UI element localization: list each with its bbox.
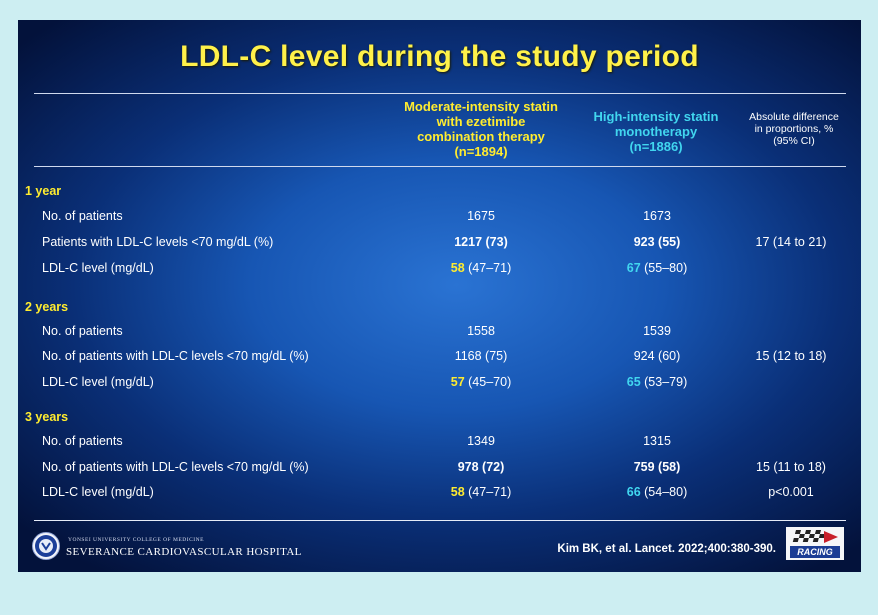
row-label: No. of patients	[42, 434, 123, 448]
header-bottom-rule	[34, 166, 846, 167]
column-header-line: (95% CI)	[773, 135, 815, 147]
cell-high: 924 (60)	[633, 349, 681, 363]
ldl-iqr: (47–71)	[464, 485, 512, 499]
cell-high: 923 (55)	[633, 235, 681, 249]
ldl-iqr: (54–80)	[640, 485, 688, 499]
row-label: LDL-C level (mg/dL)	[42, 485, 154, 499]
ldl-median: 66	[626, 485, 641, 499]
section-label: 2 years	[25, 300, 69, 314]
hospital-name: SEVERANCE CARDIOVASCULAR HOSPITAL	[66, 546, 302, 558]
cell-high: 67 (55–80)	[592, 261, 722, 275]
ldl-iqr: (55–80)	[640, 261, 688, 275]
column-header-absdiff: Absolute difference in proportions, % (9…	[734, 111, 854, 147]
row-label: LDL-C level (mg/dL)	[42, 375, 154, 389]
row-label: No. of patients with LDL-C levels <70 mg…	[42, 349, 309, 363]
cell-high: 1539	[643, 324, 671, 338]
university-name: YONSEI UNIVERSITY COLLEGE OF MEDICINE	[68, 537, 204, 543]
cell-high: 759 (58)	[633, 460, 681, 474]
cell-moderate: 1217 (73)	[454, 235, 508, 249]
cell-moderate: 1168 (75)	[454, 349, 508, 363]
cell-moderate: 978 (72)	[457, 460, 505, 474]
row-label: No. of patients	[42, 209, 123, 223]
cell-moderate: 1675	[467, 209, 495, 223]
column-header-line: (n=1894)	[454, 144, 508, 159]
column-header-moderate: Moderate-intensity statin with ezetimibe…	[378, 99, 584, 159]
cell-moderate: 57 (45–70)	[416, 375, 546, 389]
cell-high: 65 (53–79)	[592, 375, 722, 389]
ldl-iqr: (47–71)	[464, 261, 512, 275]
ldl-median: 58	[450, 261, 465, 275]
column-header-line: Absolute difference	[749, 111, 839, 123]
cell-absdiff: 17 (14 to 21)	[755, 235, 827, 249]
cell-absdiff: 15 (11 to 18)	[756, 460, 826, 474]
ldl-median: 58	[450, 485, 465, 499]
column-header-line: (n=1886)	[629, 139, 683, 154]
row-label: No. of patients	[42, 324, 123, 338]
cell-high: 1673	[643, 209, 671, 223]
ldl-median: 57	[450, 375, 465, 389]
cell-moderate: 1349	[467, 434, 495, 448]
column-header-line: Moderate-intensity statin	[404, 99, 558, 114]
citation: Kim BK, et al. Lancet. 2022;400:380-390.	[557, 543, 776, 555]
racing-flag-icon	[786, 527, 844, 560]
slide: LDL-C level during the study period Mode…	[18, 20, 861, 572]
cell-moderate: 1558	[467, 324, 495, 338]
row-label: Patients with LDL-C levels <70 mg/dL (%)	[42, 235, 274, 249]
cell-high: 1315	[643, 434, 671, 448]
footer-rule	[34, 520, 846, 521]
ldl-median: 67	[626, 261, 641, 275]
ldl-iqr: (53–79)	[640, 375, 688, 389]
section-label: 1 year	[25, 184, 62, 198]
racing-trial-logo: RACING	[786, 527, 844, 560]
cell-moderate: 58 (47–71)	[416, 261, 546, 275]
racing-logo-text: RACING	[797, 547, 833, 557]
header-top-rule	[34, 93, 846, 94]
column-header-line: combination therapy	[417, 129, 545, 144]
column-header-high: High-intensity statin monotherapy (n=188…	[574, 109, 738, 154]
cell-absdiff: 15 (12 to 18)	[755, 349, 827, 363]
slide-title: LDL-C level during the study period	[180, 40, 699, 73]
row-label: LDL-C level (mg/dL)	[42, 261, 154, 275]
section-label: 3 years	[25, 410, 69, 424]
ldl-iqr: (45–70)	[464, 375, 512, 389]
yonsei-emblem-icon	[32, 532, 60, 560]
cell-high: 66 (54–80)	[592, 485, 722, 499]
column-header-line: with ezetimibe	[436, 114, 526, 129]
column-header-line: in proportions, %	[754, 123, 834, 135]
row-label: No. of patients with LDL-C levels <70 mg…	[42, 460, 309, 474]
ldl-median: 65	[626, 375, 641, 389]
column-header-line: monotherapy	[614, 124, 698, 139]
cell-pvalue: p<0.001	[768, 485, 814, 499]
cell-moderate: 58 (47–71)	[416, 485, 546, 499]
column-header-line: High-intensity statin	[593, 109, 719, 124]
